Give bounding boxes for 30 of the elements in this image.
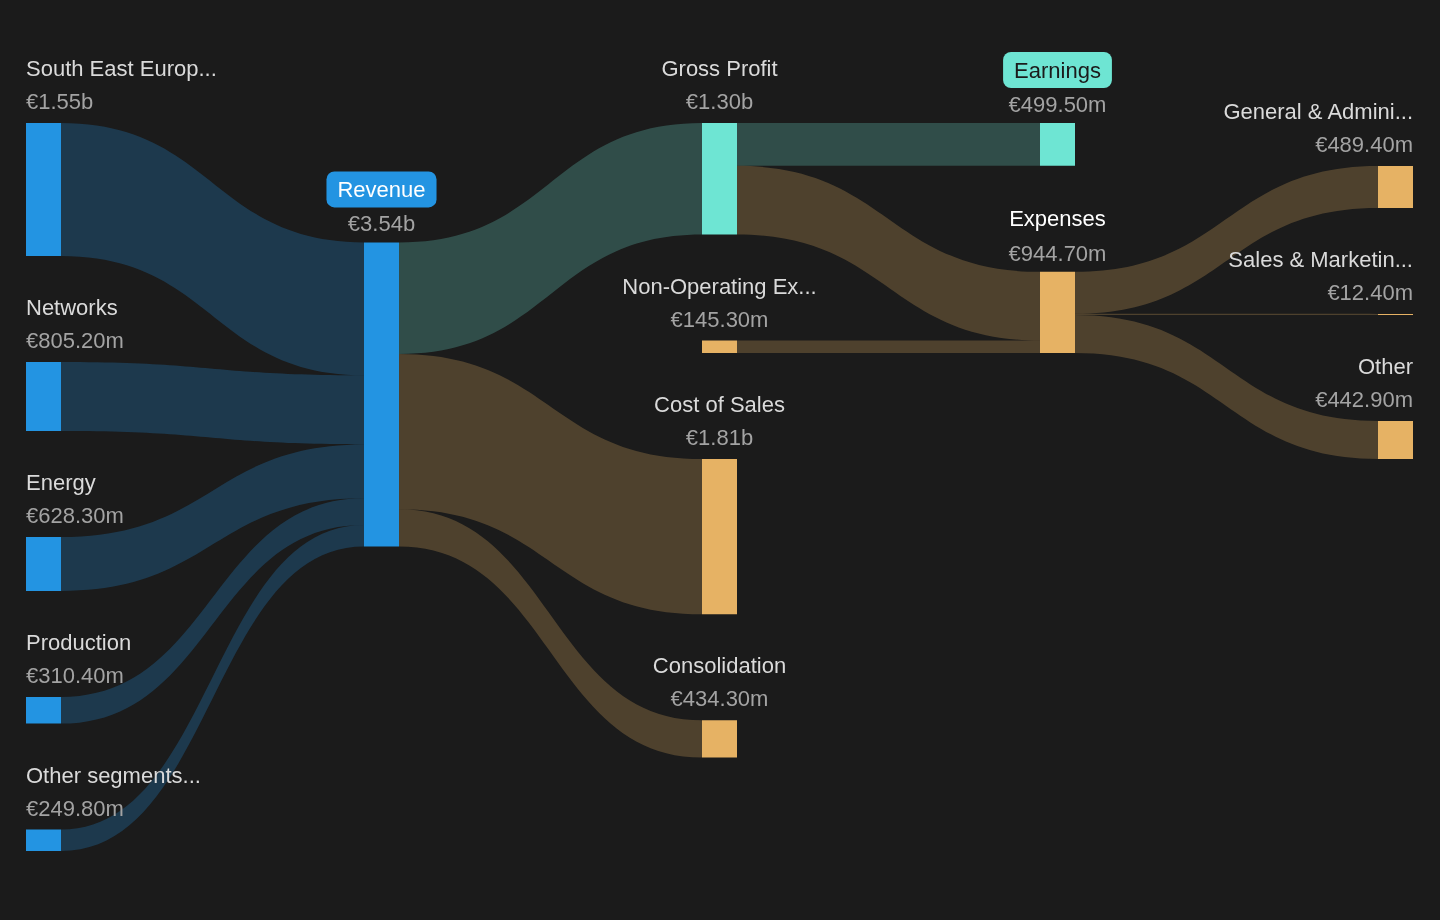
data-label: €805.20m bbox=[26, 327, 124, 353]
data-label: €1.81b bbox=[685, 424, 754, 450]
data-label: €12.40m bbox=[1327, 279, 1413, 305]
category-label: General & Admini... bbox=[1223, 98, 1413, 124]
category-label: Energy bbox=[26, 470, 96, 496]
category-label: Expenses bbox=[1009, 206, 1106, 232]
data-label: €489.40m bbox=[1315, 131, 1413, 157]
category-label: Consolidation bbox=[652, 653, 787, 679]
category-label: South East Europ... bbox=[26, 56, 217, 81]
data-label: €944.70m bbox=[1008, 240, 1107, 266]
category-label: Non-Operating Ex... bbox=[622, 273, 817, 299]
category-label: Gross Profit bbox=[661, 56, 778, 81]
category-label: Networks bbox=[26, 294, 118, 320]
category-label: Production bbox=[26, 629, 132, 655]
data-label: €1.55b bbox=[26, 89, 94, 114]
data-label: €628.30m bbox=[26, 503, 124, 529]
data-label: €1.30b bbox=[685, 89, 754, 114]
category-label: Sales & Marketin... bbox=[1228, 246, 1413, 272]
data-label: €434.30m bbox=[670, 686, 769, 712]
category-label: Cost of Sales bbox=[654, 391, 785, 417]
category-label: Other bbox=[1357, 353, 1413, 379]
data-label: €3.54b bbox=[347, 211, 416, 237]
category-label: Revenue bbox=[337, 176, 426, 202]
data-label: €499.50m bbox=[1008, 92, 1107, 117]
data-label: €442.90m bbox=[1315, 386, 1413, 412]
data-label: €310.40m bbox=[26, 662, 124, 688]
category-label: Earnings bbox=[1014, 57, 1101, 83]
category-label: Other segments... bbox=[26, 762, 201, 788]
data-label: €249.80m bbox=[26, 795, 124, 821]
data-label: €145.30m bbox=[670, 306, 769, 332]
